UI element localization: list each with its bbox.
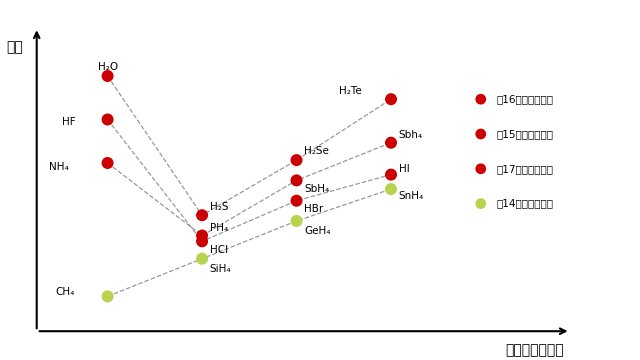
Point xyxy=(291,157,301,163)
Text: HCl: HCl xyxy=(210,245,228,255)
Point xyxy=(102,73,113,79)
Text: 第15族水素化合物: 第15族水素化合物 xyxy=(497,129,554,139)
Text: SnH₄: SnH₄ xyxy=(399,192,424,201)
Point xyxy=(291,177,301,183)
Text: H₂O: H₂O xyxy=(98,62,118,72)
Point xyxy=(197,256,207,262)
Point xyxy=(102,117,113,122)
Text: SiH₄: SiH₄ xyxy=(210,264,231,274)
Text: 第16族水素化合物: 第16族水素化合物 xyxy=(497,94,554,104)
Text: H₂Se: H₂Se xyxy=(304,147,329,156)
Point xyxy=(476,96,486,102)
Text: HBr: HBr xyxy=(304,204,323,215)
Text: CH₄: CH₄ xyxy=(56,287,75,297)
Point xyxy=(476,131,486,137)
Text: 沸点: 沸点 xyxy=(6,40,22,54)
Point xyxy=(476,201,486,207)
Text: HI: HI xyxy=(399,164,410,174)
Text: H₂Te: H₂Te xyxy=(339,85,362,95)
Text: 第14族水素化合物: 第14族水素化合物 xyxy=(497,199,554,208)
Point xyxy=(386,96,396,102)
Text: Sbh₄: Sbh₄ xyxy=(399,130,422,140)
Text: HF: HF xyxy=(62,117,76,127)
Text: 中心元素の周期: 中心元素の周期 xyxy=(505,343,563,357)
Point xyxy=(291,218,301,224)
Text: PH₄: PH₄ xyxy=(210,223,228,233)
Point xyxy=(386,140,396,145)
Point xyxy=(386,186,396,192)
Point xyxy=(291,198,301,204)
Point xyxy=(386,172,396,177)
Text: 第17族水素化合物: 第17族水素化合物 xyxy=(497,164,554,174)
Point xyxy=(102,293,113,299)
Text: GeH₄: GeH₄ xyxy=(304,226,331,236)
Point xyxy=(197,233,207,238)
Text: H₂S: H₂S xyxy=(210,202,228,212)
Point xyxy=(102,160,113,166)
Text: SbH₄: SbH₄ xyxy=(304,184,330,194)
Text: NH₄: NH₄ xyxy=(49,162,68,172)
Point xyxy=(476,166,486,172)
Point xyxy=(197,212,207,218)
Point xyxy=(197,238,207,244)
